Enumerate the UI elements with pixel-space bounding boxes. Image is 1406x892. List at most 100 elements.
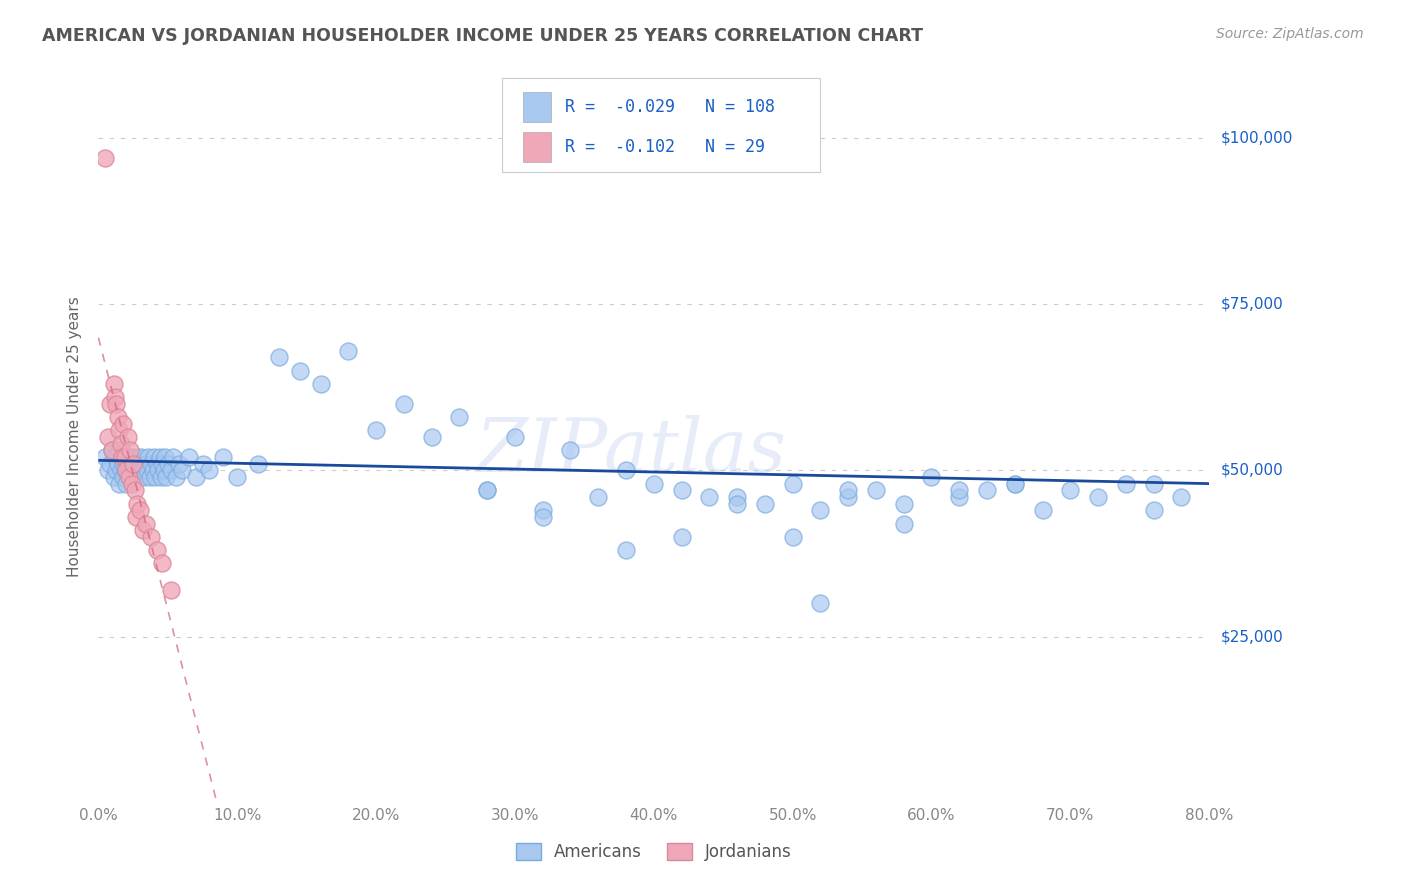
Point xyxy=(1087,490,1109,504)
Point xyxy=(503,430,526,444)
Point xyxy=(920,470,942,484)
Point xyxy=(893,497,915,511)
Point xyxy=(111,450,134,464)
Point xyxy=(699,490,721,504)
Point xyxy=(588,490,610,504)
Point xyxy=(1032,503,1054,517)
Point xyxy=(1059,483,1081,498)
Point xyxy=(1143,503,1166,517)
Point xyxy=(614,463,637,477)
Point xyxy=(98,457,121,471)
Point xyxy=(309,376,332,391)
Point xyxy=(948,490,970,504)
Point xyxy=(671,483,693,498)
Point xyxy=(725,497,748,511)
Point xyxy=(810,596,832,610)
Point xyxy=(153,450,176,464)
Point xyxy=(105,397,128,411)
Point xyxy=(111,450,134,464)
Point xyxy=(150,557,173,571)
Point xyxy=(159,463,181,477)
Point xyxy=(149,470,172,484)
Point xyxy=(143,470,166,484)
Point xyxy=(138,450,160,464)
Text: ZIPatlas: ZIPatlas xyxy=(477,416,787,488)
Point xyxy=(129,503,152,517)
Point xyxy=(112,470,135,484)
Point xyxy=(643,476,665,491)
Point xyxy=(108,424,131,438)
Point xyxy=(155,470,177,484)
Point xyxy=(124,483,146,498)
Point xyxy=(267,351,290,365)
Point xyxy=(139,470,162,484)
Point xyxy=(725,490,748,504)
Point xyxy=(226,470,249,484)
Point xyxy=(754,497,776,511)
Point xyxy=(129,457,152,471)
Point xyxy=(212,450,235,464)
Point xyxy=(152,463,174,477)
Point xyxy=(146,463,169,477)
Point xyxy=(475,483,499,498)
Point xyxy=(120,457,142,471)
Point xyxy=(118,463,141,477)
Text: AMERICAN VS JORDANIAN HOUSEHOLDER INCOME UNDER 25 YEARS CORRELATION CHART: AMERICAN VS JORDANIAN HOUSEHOLDER INCOME… xyxy=(42,27,924,45)
Point xyxy=(132,463,155,477)
Point xyxy=(184,470,207,484)
Point xyxy=(782,476,804,491)
Point xyxy=(671,530,693,544)
Legend: Americans, Jordanians: Americans, Jordanians xyxy=(509,836,799,868)
Point xyxy=(420,430,443,444)
Point xyxy=(288,363,311,377)
Point xyxy=(475,483,499,498)
Point xyxy=(117,457,139,471)
Point xyxy=(128,470,150,484)
Y-axis label: Householder Income Under 25 years: Householder Income Under 25 years xyxy=(67,297,83,577)
Point xyxy=(110,436,132,450)
Point xyxy=(145,457,167,471)
Point xyxy=(122,450,145,464)
Point xyxy=(150,457,173,471)
Point xyxy=(127,450,149,464)
Point xyxy=(810,503,832,517)
Text: Source: ZipAtlas.com: Source: ZipAtlas.com xyxy=(1216,27,1364,41)
Point xyxy=(115,476,138,491)
Point xyxy=(156,457,179,471)
Point xyxy=(132,523,155,537)
Point xyxy=(103,376,125,391)
Point xyxy=(108,476,131,491)
Point xyxy=(105,463,128,477)
Point xyxy=(1143,476,1166,491)
Point xyxy=(837,483,859,498)
Point xyxy=(198,463,221,477)
Point xyxy=(177,450,200,464)
Point xyxy=(94,450,117,464)
Point xyxy=(159,582,181,597)
Point xyxy=(135,516,157,531)
Point xyxy=(97,430,120,444)
Point xyxy=(162,450,184,464)
Point xyxy=(165,470,187,484)
Point xyxy=(247,457,270,471)
Point xyxy=(120,443,142,458)
Point xyxy=(107,410,129,425)
Point xyxy=(865,483,887,498)
Point xyxy=(117,430,139,444)
Point xyxy=(191,457,214,471)
Point xyxy=(114,463,136,477)
Point xyxy=(1115,476,1137,491)
Point xyxy=(531,503,554,517)
Point xyxy=(948,483,970,498)
Point xyxy=(141,530,163,544)
Point xyxy=(127,497,149,511)
Point xyxy=(976,483,998,498)
Point xyxy=(148,450,170,464)
Point xyxy=(449,410,471,425)
Point xyxy=(366,424,388,438)
Point xyxy=(1004,476,1026,491)
Point xyxy=(122,457,145,471)
Point xyxy=(121,470,143,484)
Point xyxy=(112,457,135,471)
Point xyxy=(122,463,145,477)
